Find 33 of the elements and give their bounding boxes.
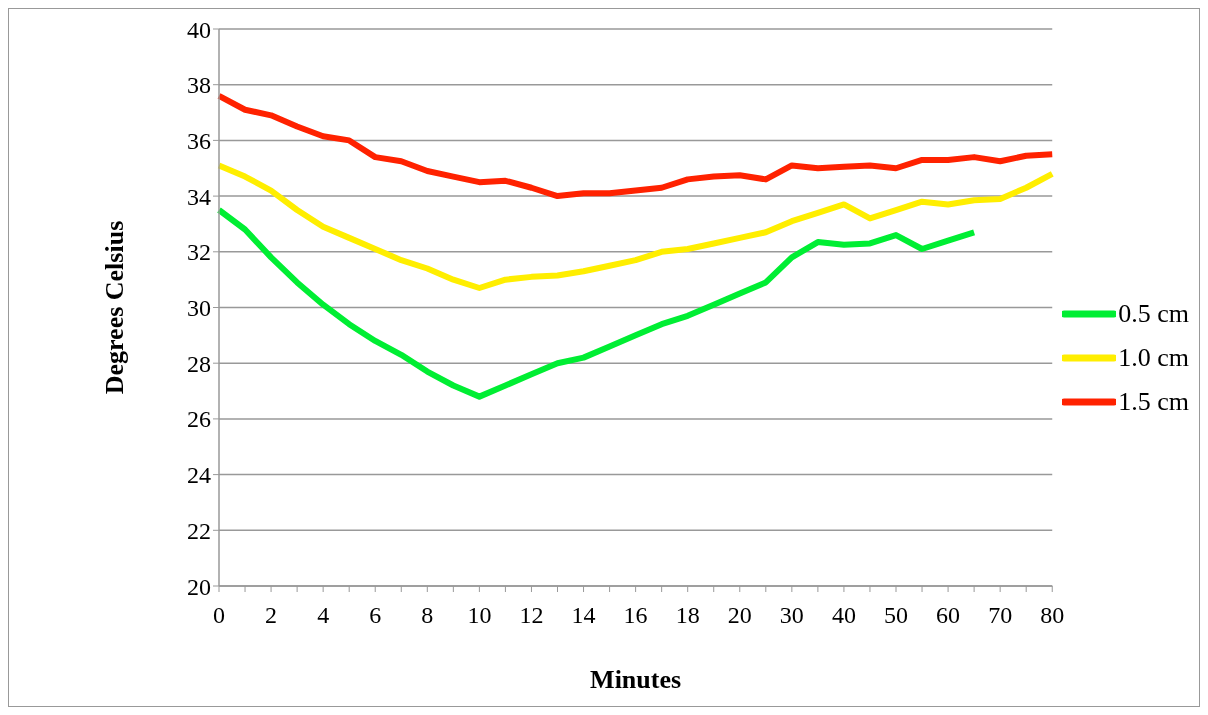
- y-tick-label: 40: [187, 16, 211, 43]
- x-tick-label: 50: [884, 602, 908, 629]
- x-tick-label: 18: [675, 602, 700, 629]
- x-tick-label: 2: [265, 602, 278, 629]
- x-tick-label: 16: [623, 602, 648, 629]
- x-tick-label: 20: [727, 602, 752, 629]
- x-tick-label: 0: [213, 602, 225, 629]
- x-axis-title: Minutes: [590, 665, 682, 694]
- x-tick-label: 4: [317, 602, 330, 629]
- y-tick-label: 24: [187, 462, 211, 489]
- y-tick-label: 36: [187, 127, 211, 154]
- x-tick-label: 30: [779, 602, 804, 629]
- y-tick-label: 26: [187, 406, 211, 433]
- y-tick-label: 22: [187, 517, 211, 544]
- y-tick-label: 38: [187, 72, 211, 99]
- x-tick-label: 14: [571, 602, 596, 629]
- y-tick-label: 20: [187, 573, 211, 600]
- y-axis-title: Degrees Celsius: [100, 220, 130, 395]
- x-tick-label: 70: [988, 602, 1013, 629]
- x-tick-label: 10: [467, 602, 492, 629]
- x-tick-label: 80: [1040, 602, 1065, 629]
- x-tick-label: 8: [421, 602, 434, 629]
- x-tick-label: 6: [369, 602, 382, 629]
- x-tick-label: 40: [831, 602, 856, 629]
- x-tick-label: 60: [936, 602, 961, 629]
- legend-label: 0.5 cm: [1118, 298, 1189, 329]
- y-tick-label: 32: [187, 239, 211, 266]
- y-tick-label: 30: [187, 295, 211, 322]
- y-tick-label: 28: [187, 350, 211, 377]
- y-tick-label: 34: [187, 183, 211, 210]
- x-tick-label: 12: [519, 602, 544, 629]
- legend-label: 1.5 cm: [1118, 386, 1189, 417]
- legend-label: 1.0 cm: [1118, 342, 1189, 373]
